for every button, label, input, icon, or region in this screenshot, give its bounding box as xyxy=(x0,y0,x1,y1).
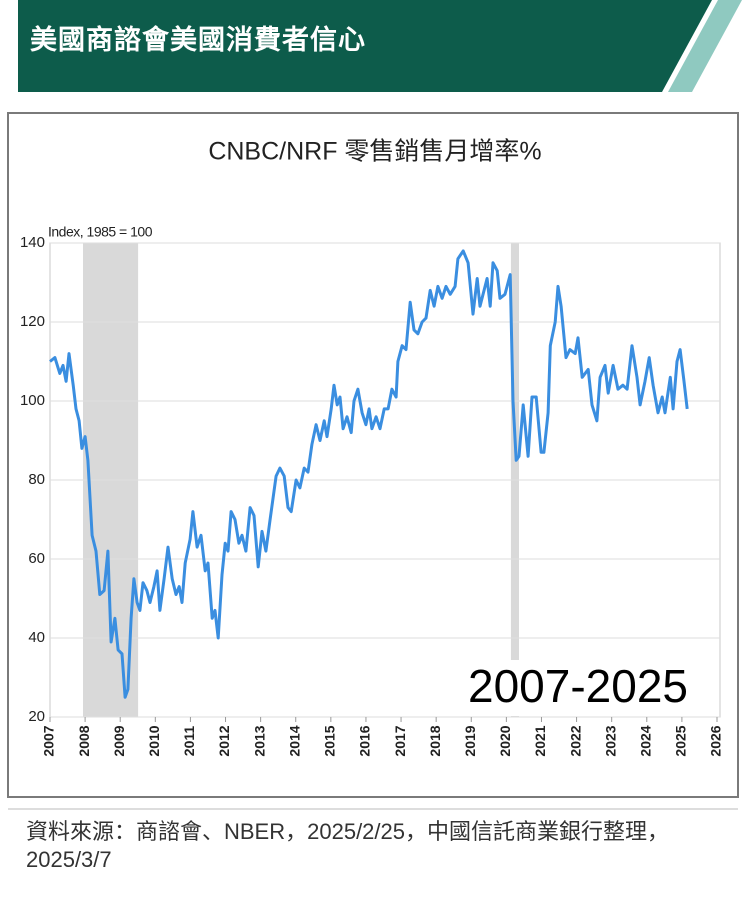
x-tick-label: 2022 xyxy=(567,725,583,756)
x-tick-label: 2015 xyxy=(322,725,338,756)
x-tick-label: 2011 xyxy=(181,726,197,757)
series-line xyxy=(49,249,689,699)
y-tick-label: 80 xyxy=(28,471,45,488)
annotation-bg xyxy=(440,660,715,716)
x-tick-label: 2007 xyxy=(41,725,57,756)
y-tick-label: 140 xyxy=(20,234,45,251)
x-tick-label: 2017 xyxy=(392,725,408,756)
x-tick-label: 2021 xyxy=(532,725,548,756)
y-tick-label: 100 xyxy=(20,392,45,409)
x-tick-label: 2016 xyxy=(357,725,373,756)
y-axis-label: Index, 1985 = 100 xyxy=(48,224,153,240)
x-tick-label: 2026 xyxy=(708,725,724,756)
x-tick-label: 2024 xyxy=(637,725,653,756)
annotation: 2007-2025 xyxy=(468,660,688,712)
x-tick-label: 2025 xyxy=(673,725,689,756)
y-tick-label: 40 xyxy=(28,629,45,646)
x-tick-label: 2014 xyxy=(286,725,302,756)
x-tick-label: 2008 xyxy=(76,725,92,756)
header-bar xyxy=(18,0,712,92)
header-stripe xyxy=(668,0,742,92)
x-tick-label: 2019 xyxy=(462,725,478,756)
chart: CNBC/NRF 零售銷售月增率% Index, 1985 = 100 20 40 60… xyxy=(20,138,724,757)
y-tick-label: 120 xyxy=(20,313,45,330)
chart-title: CNBC/NRF 零售銷售月增率% xyxy=(208,138,541,166)
x-tick-label: 2020 xyxy=(497,725,513,756)
x-tick-label: 2012 xyxy=(216,725,232,756)
x-tick-label: 2023 xyxy=(602,725,618,756)
x-tick-label: 2009 xyxy=(111,725,127,756)
y-tick-label: 60 xyxy=(28,550,45,567)
x-tick-label: 2013 xyxy=(251,725,267,756)
y-tick-label: 20 xyxy=(28,708,45,725)
footer-source: 資料來源：商諮會、NBER，2025/2/25，中國信託商業銀行整理，2025/… xyxy=(26,819,669,872)
x-tick-label: 2018 xyxy=(427,725,443,756)
header-title: 美國商諮會美國消費者信心 xyxy=(30,25,366,55)
x-tick-label: 2010 xyxy=(146,725,162,756)
